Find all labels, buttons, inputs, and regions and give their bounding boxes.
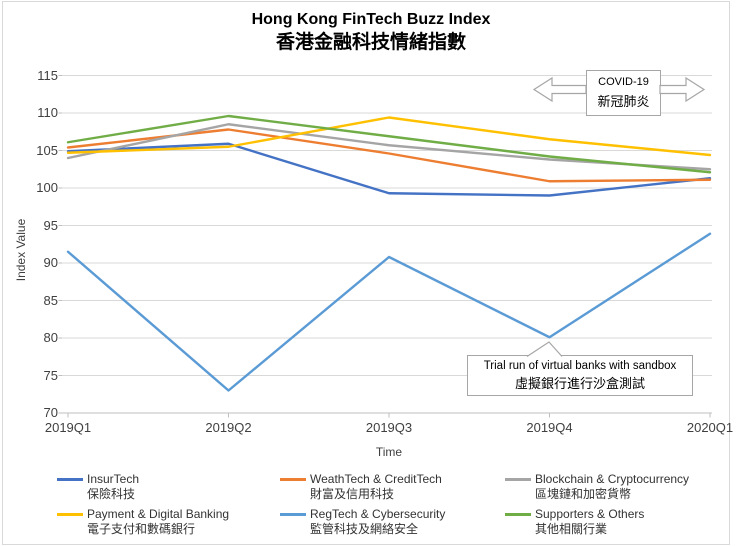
y-tick-label: 110 <box>37 105 58 120</box>
sandbox-annotation: Trial run of virtual banks with sandbox … <box>467 355 693 396</box>
series-line-payment-digital-banking <box>66 116 712 157</box>
covid-annotation: COVID-19 新冠肺炎 <box>586 70 661 116</box>
x-tick-label: 2019Q4 <box>526 420 573 435</box>
legend-line-marker-icon <box>57 478 83 481</box>
legend-label-zh: 監管科技及網絡安全 <box>310 522 419 536</box>
legend-label-en: RegTech & Cybersecurity <box>310 507 446 521</box>
series-line-insurtech <box>66 142 712 197</box>
covid-annotation-text-en: COVID-19 <box>598 76 649 88</box>
legend-item-blockchain-cryptocurrency: Blockchain & Cryptocurrency 區塊鏈和加密貨幣 <box>505 472 689 502</box>
chart-title: Hong Kong FinTech Buzz Index 香港金融科技情緒指數 <box>0 9 742 55</box>
legend-line-marker-icon <box>280 478 306 481</box>
legend-label-zh: 區塊鏈和加密貨幣 <box>535 487 632 501</box>
legend-label-zh: 電子支付和數碼銀行 <box>87 522 196 536</box>
covid-annotation-text-zh: 新冠肺炎 <box>597 94 650 109</box>
legend-label-en: Blockchain & Cryptocurrency <box>535 472 690 486</box>
y-tick-label: 95 <box>43 217 58 233</box>
series-line-supporters-others <box>66 114 712 174</box>
legend-item-supporters-others: Supporters & Others 其他相關行業 <box>505 507 644 537</box>
sandbox-annotation-text-en: Trial run of virtual banks with sandbox <box>483 360 677 372</box>
y-tick-label: 105 <box>36 142 58 158</box>
y-tick-label: 80 <box>43 330 58 345</box>
x-tick-label: 2020Q1 <box>686 420 734 435</box>
legend-item-weathtech-credittech: WeathTech & CreditTech 財富及信用科技 <box>280 472 442 502</box>
x-axis-title: Time <box>375 445 403 459</box>
covid-right-arrow-icon <box>659 76 706 103</box>
sandbox-annotation-text-zh: 虛擬銀行進行沙盒測試 <box>514 376 645 391</box>
legend-label-zh: 保險科技 <box>87 487 136 501</box>
series-line-regtech-cybersecurity <box>66 232 712 392</box>
legend-label-zh: 財富及信用科技 <box>310 487 395 501</box>
y-tick-label: 85 <box>43 292 58 308</box>
y-tick-label: 70 <box>43 405 58 420</box>
y-tick-label: 75 <box>43 367 58 383</box>
legend-label-en: Payment & Digital Banking <box>87 507 230 521</box>
legend-label-zh: 其他相關行業 <box>535 522 608 536</box>
legend-line-marker-icon <box>505 478 531 481</box>
x-tick-label: 2019Q1 <box>44 420 92 435</box>
chart-title-en: Hong Kong FinTech Buzz Index <box>251 11 491 28</box>
legend-item-payment-digital-banking: Payment & Digital Banking 電子支付和數碼銀行 <box>57 507 229 537</box>
legend-line-marker-icon <box>505 513 531 516</box>
sandbox-callout-pointer <box>526 341 563 358</box>
y-tick-label: 100 <box>36 180 58 195</box>
chart-title-zh: 香港金融科技情緒指數 <box>275 32 466 53</box>
legend-label-en: Supporters & Others <box>535 507 645 521</box>
y-tick-label: 90 <box>43 255 58 270</box>
covid-left-arrow-icon <box>532 76 587 103</box>
chart-border-frame <box>2 1 730 545</box>
legend-label-en: InsurTech <box>87 472 140 486</box>
legend-line-marker-icon <box>57 513 83 516</box>
legend-item-insurtech: InsurTech 保險科技 <box>57 472 139 502</box>
legend-label-en: WeathTech & CreditTech <box>310 472 442 486</box>
legend-line-marker-icon <box>280 513 306 516</box>
legend-item-regtech-cybersecurity: RegTech & Cybersecurity 監管科技及網絡安全 <box>280 507 445 537</box>
y-tick-label: 115 <box>37 67 58 83</box>
x-tick-label: 2019Q2 <box>205 420 252 435</box>
x-tick-label: 2019Q3 <box>365 420 413 435</box>
